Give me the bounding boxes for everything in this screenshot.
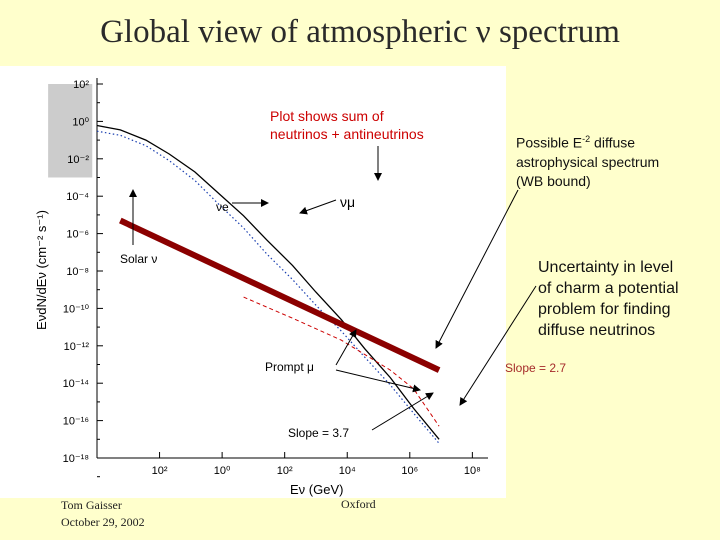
arrow-charm	[459, 285, 537, 406]
arrow-e2	[435, 189, 519, 349]
sum-note-line2: neutrinos + antineutrinos	[270, 126, 424, 142]
x-axis-label: Eν (GeV)	[290, 482, 343, 497]
x-tick-label: 10⁴	[339, 465, 356, 477]
footer-date: October 29, 2002	[61, 515, 145, 529]
y-tick-label: 10⁻⁴	[66, 191, 89, 203]
charm-note-line: problem for finding	[538, 301, 671, 318]
charm-uncertainty-note: Uncertainty in level of charm a potentia…	[538, 257, 718, 341]
y-tick-label: 10⁻¹⁶	[63, 416, 89, 428]
solar-nu-label: Solar ν	[120, 252, 157, 266]
solar-band	[48, 84, 93, 178]
series-line-3	[119, 217, 441, 373]
y-tick-label: 10⁻¹⁸	[63, 453, 89, 465]
e2-note-post: diffuse	[590, 134, 636, 151]
x-tick-label: 10⁰	[214, 465, 231, 477]
y-tick-label: 10²	[73, 79, 89, 91]
x-tick-label: 10⁶	[401, 465, 418, 477]
y-tick-label: 10⁰	[72, 116, 89, 128]
sum-note-line1: Plot shows sum of	[270, 108, 384, 124]
y-axis-label: EνdN/dEν (cm⁻² s⁻¹)	[34, 210, 49, 330]
y-tick-label: 10⁻²	[67, 154, 89, 166]
nu-e-label: νe	[216, 200, 229, 214]
slope-2-7-note: Slope = 2.7	[505, 361, 567, 375]
arrow-prompt	[335, 329, 357, 366]
y-tick-label: 10⁻⁸	[66, 266, 89, 278]
series-line-2	[243, 296, 440, 427]
prompt-mu-label: Prompt μ	[265, 360, 314, 374]
e2-note-pre: Possible E	[516, 134, 583, 151]
y-tick-label: 10⁻¹⁰	[63, 303, 90, 315]
e2-note-line3: (WB bound)	[516, 172, 591, 189]
e2-diffuse-note: Possible E-2 diffuse astrophysical spect…	[516, 130, 716, 191]
x-tick-label: 10⁸	[464, 465, 481, 477]
footer-author-date: Tom Gaisser October 29, 2002	[61, 497, 145, 531]
arrow-slope37	[371, 392, 434, 431]
x-tick-label: 10²	[152, 465, 168, 477]
series-line-0	[96, 124, 440, 440]
charm-note-line: of charm a potential	[538, 280, 679, 297]
y-tick-label: 10⁻¹²	[64, 341, 90, 353]
series-line-1	[96, 130, 440, 444]
slide-title: Global view of atmospheric ν spectrum	[100, 14, 620, 50]
arrow-prompt-red	[335, 369, 421, 393]
charm-note-line: diffuse neutrinos	[538, 322, 656, 339]
y-tick-label: 10⁻⁶	[66, 229, 89, 241]
e2-note-line2: astrophysical spectrum	[516, 153, 660, 170]
slope-3-7-label: Slope = 3.7	[288, 426, 349, 440]
footer-place: Oxford	[341, 497, 376, 511]
e2-note-sup: -2	[582, 134, 591, 144]
x-tick-label: 10²	[277, 465, 293, 477]
arrow-nu-mu	[299, 199, 337, 215]
footer-author: Tom Gaisser	[61, 498, 122, 512]
y-tick-label: 10⁻¹⁴	[63, 378, 90, 390]
nu-mu-label: νμ	[340, 194, 355, 210]
charm-note-line: Uncertainty in level	[538, 259, 674, 276]
